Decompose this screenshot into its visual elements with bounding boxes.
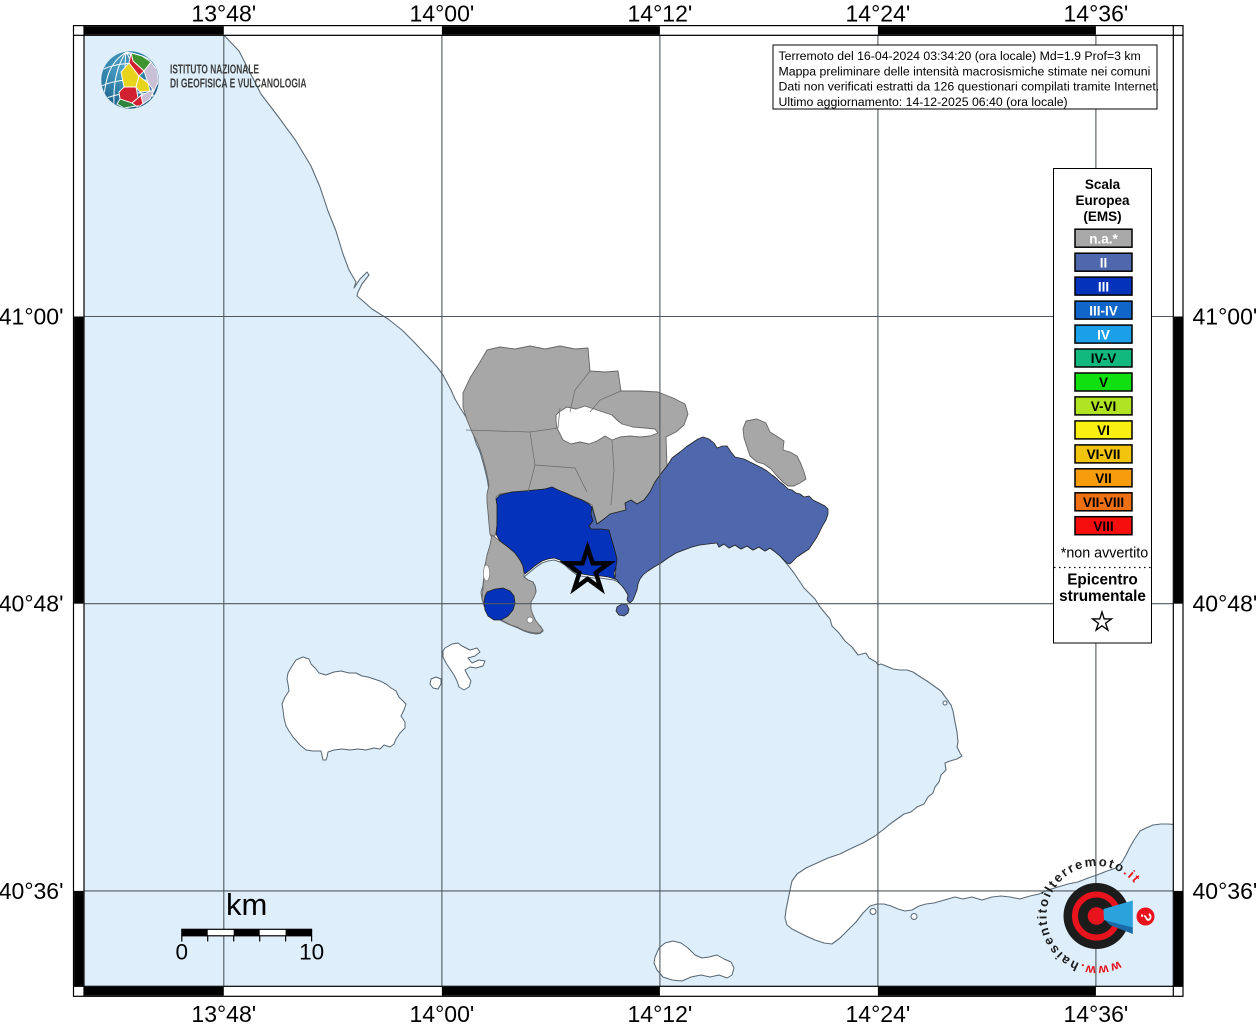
svg-text:VI: VI: [1097, 423, 1110, 438]
svg-text:km: km: [226, 887, 267, 922]
svg-text:Scala: Scala: [1085, 177, 1121, 192]
svg-text:ISTITUTO NAZIONALE: ISTITUTO NAZIONALE: [170, 62, 259, 77]
svg-text:(EMS): (EMS): [1083, 209, 1121, 224]
svg-text:Europea: Europea: [1075, 193, 1130, 208]
svg-text:Epicentro: Epicentro: [1067, 572, 1138, 589]
svg-text:14°00': 14°00': [410, 1, 475, 27]
svg-text:13°48': 13°48': [191, 1, 256, 27]
svg-text:II: II: [1100, 255, 1108, 270]
svg-text:14°36': 14°36': [1064, 1, 1129, 27]
svg-text:14°12': 14°12': [628, 1, 693, 27]
svg-text:V: V: [1099, 375, 1108, 390]
svg-text:14°12': 14°12': [628, 1001, 693, 1024]
svg-text:14°00': 14°00': [410, 1001, 475, 1024]
svg-text:14°24': 14°24': [846, 1, 911, 27]
svg-text:V-VI: V-VI: [1091, 399, 1117, 414]
svg-text:n.a.*: n.a.*: [1089, 231, 1118, 246]
svg-text:0: 0: [176, 940, 189, 965]
svg-text:Ultimo aggiornamento: 14-12-20: Ultimo aggiornamento: 14-12-2025 06:40 (…: [779, 95, 1068, 109]
svg-text:41°00': 41°00': [1193, 303, 1256, 329]
svg-text:?: ?: [1136, 911, 1154, 923]
svg-text:40°48': 40°48': [1193, 591, 1256, 617]
svg-text:Dati non verificati estratti d: Dati non verificati estratti da 126 ques…: [779, 80, 1160, 94]
svg-text:41°00': 41°00': [0, 303, 64, 329]
svg-text:VIII: VIII: [1093, 519, 1113, 534]
svg-text:III-IV: III-IV: [1089, 303, 1118, 318]
svg-text:14°36': 14°36': [1064, 1001, 1129, 1024]
svg-text:IV-V: IV-V: [1091, 351, 1117, 366]
svg-text:Mappa preliminare delle intens: Mappa preliminare delle intensità macros…: [779, 64, 1151, 78]
svg-text:strumentale: strumentale: [1059, 588, 1146, 605]
svg-text:DI GEOFISICA E VULCANOLOGIA: DI GEOFISICA E VULCANOLOGIA: [170, 76, 307, 91]
svg-text:10: 10: [299, 940, 324, 965]
svg-text:IV: IV: [1097, 327, 1110, 342]
svg-text:Terremoto del 16-04-2024 03:34: Terremoto del 16-04-2024 03:34:20 (ora l…: [779, 49, 1141, 63]
svg-text:VII: VII: [1095, 471, 1112, 486]
svg-text:40°36': 40°36': [0, 878, 64, 904]
svg-text:VI-VII: VI-VII: [1087, 447, 1121, 462]
svg-text:*non avvertito: *non avvertito: [1061, 546, 1148, 562]
svg-text:III: III: [1098, 279, 1109, 294]
svg-text:14°24': 14°24': [846, 1001, 911, 1024]
svg-text:13°48': 13°48': [191, 1001, 256, 1024]
svg-text:VII-VIII: VII-VIII: [1083, 495, 1124, 510]
svg-text:40°36': 40°36': [1193, 878, 1256, 904]
svg-text:40°48': 40°48': [0, 591, 64, 617]
